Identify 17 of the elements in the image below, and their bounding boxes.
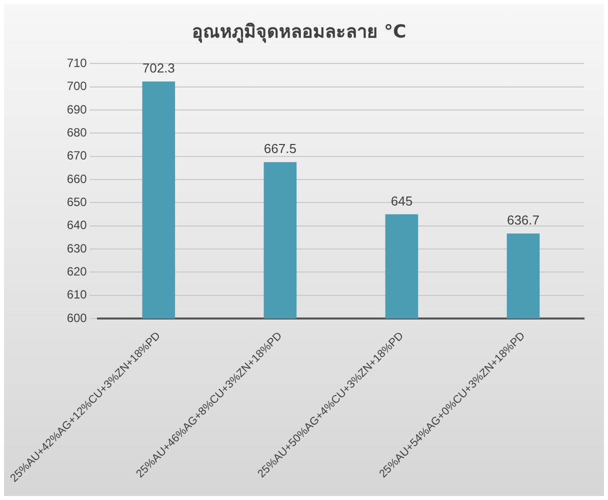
data-label: 702.3 [142, 60, 175, 76]
y-tick-label: 670 [66, 148, 88, 163]
chart-title: อุณหภูมิจุดหลอมละลาย °C [192, 21, 406, 44]
y-tick-label: 680 [66, 125, 88, 140]
y-tick-label: 600 [66, 310, 88, 325]
y-tick-label: 610 [66, 288, 88, 302]
y-tick-label: 640 [66, 218, 88, 232]
y-tick-label: 630 [66, 241, 88, 256]
data-label: 645 [390, 193, 413, 208]
y-tick-label: 650 [66, 194, 88, 209]
y-tick-label: 700 [66, 79, 88, 94]
data-label: 667.5 [264, 141, 296, 156]
data-label: 636.7 [506, 212, 540, 228]
y-tick-label: 690 [66, 102, 88, 116]
y-tick-label: 660 [66, 172, 88, 186]
y-tick-label: 710 [66, 56, 88, 70]
y-tick-label: 620 [66, 264, 88, 278]
